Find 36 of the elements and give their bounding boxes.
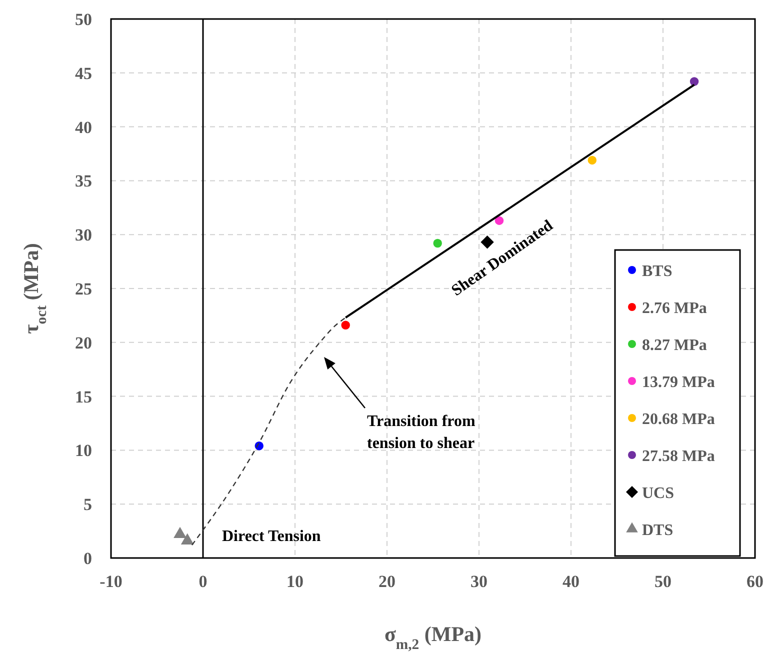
legend-label: BTS: [642, 263, 672, 280]
annotation: Direct Tension: [222, 528, 321, 545]
point: [180, 533, 194, 544]
y-tick-label: 20: [75, 333, 92, 352]
y-tick-label: 45: [75, 64, 92, 83]
legend-label: UCS: [642, 485, 674, 502]
annotation: Transition from tension to shear: [367, 413, 476, 452]
y-tick-label: 0: [84, 549, 92, 568]
point: [174, 526, 186, 538]
point: [341, 320, 350, 330]
y-tick-label: 50: [75, 10, 92, 29]
y-tick-label: 25: [75, 280, 92, 298]
y-tick-label: 5: [84, 495, 92, 514]
legend-label: 13.79 MPa: [642, 374, 715, 391]
y-tick-label: 30: [75, 226, 92, 245]
x-tick-label: -10: [100, 572, 122, 591]
x-tick-label: 60: [746, 572, 764, 591]
y-tick-label: 10: [75, 441, 92, 460]
point: [690, 77, 699, 86]
x-tick-label: 10: [286, 572, 304, 591]
legend-label: 20.68 MPa: [642, 411, 715, 428]
legend-label: 27.58 MPa: [642, 448, 715, 465]
point: [588, 156, 597, 165]
x-tick-label: 50: [654, 572, 672, 591]
y-tick-label: 40: [75, 118, 92, 137]
point: [433, 238, 442, 248]
x-tick-label: 20: [378, 572, 396, 591]
x-tick-label: 0: [198, 572, 208, 591]
x-tick-label: 30: [470, 572, 488, 591]
legend-label: 8.27 MPa: [642, 337, 707, 354]
y-tick-label: 15: [75, 387, 92, 406]
y-tick-label: 35: [75, 172, 92, 191]
legend-label: DTS: [642, 522, 674, 539]
x-tick-label: 40: [562, 572, 580, 591]
legend-label: 2.76 MPa: [642, 300, 707, 317]
x-axis-title: σ$_{m,2}$ (MPa): [384, 622, 482, 653]
